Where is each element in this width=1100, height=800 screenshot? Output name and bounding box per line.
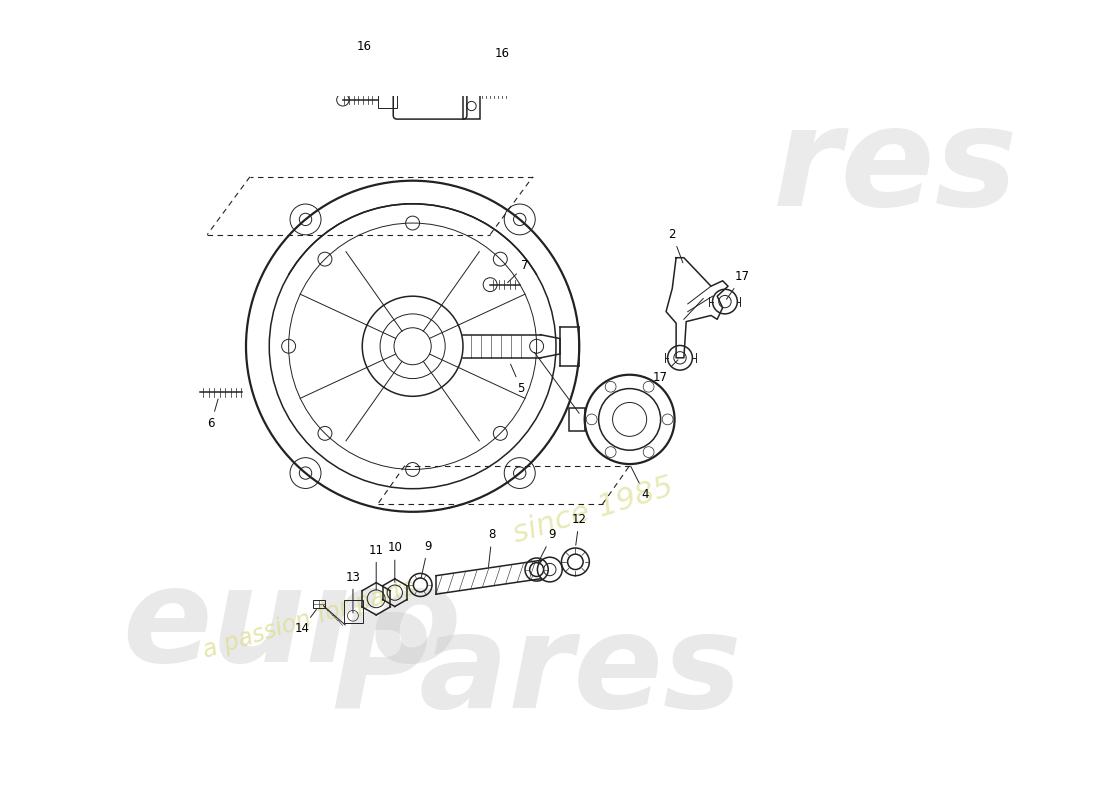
Bar bbox=[569, 408, 585, 431]
Bar bbox=[343, 600, 363, 623]
Text: 9: 9 bbox=[538, 529, 556, 563]
Bar bbox=[463, 65, 480, 119]
Text: 16: 16 bbox=[494, 47, 509, 61]
Text: 14: 14 bbox=[295, 610, 317, 635]
Text: 17: 17 bbox=[726, 270, 749, 299]
Text: 9: 9 bbox=[421, 540, 432, 578]
Text: 10: 10 bbox=[387, 542, 403, 582]
Text: 13: 13 bbox=[345, 570, 361, 613]
Text: euro: euro bbox=[122, 562, 461, 689]
Text: since 1985: since 1985 bbox=[509, 472, 678, 549]
Text: 2: 2 bbox=[669, 228, 683, 262]
Text: 5: 5 bbox=[510, 364, 525, 395]
Text: 4: 4 bbox=[631, 466, 649, 502]
Bar bbox=[377, 77, 397, 107]
Text: 7: 7 bbox=[507, 259, 529, 282]
Text: a passion for parts: a passion for parts bbox=[199, 576, 417, 663]
Text: Pares: Pares bbox=[331, 608, 741, 735]
Text: res: res bbox=[773, 100, 1019, 234]
Bar bbox=[312, 600, 326, 608]
Text: 8: 8 bbox=[488, 529, 496, 566]
Text: 17: 17 bbox=[653, 360, 678, 383]
Text: 12: 12 bbox=[572, 513, 586, 546]
Text: 11: 11 bbox=[368, 544, 384, 590]
Text: 6: 6 bbox=[208, 399, 218, 430]
Text: 16: 16 bbox=[356, 40, 372, 53]
